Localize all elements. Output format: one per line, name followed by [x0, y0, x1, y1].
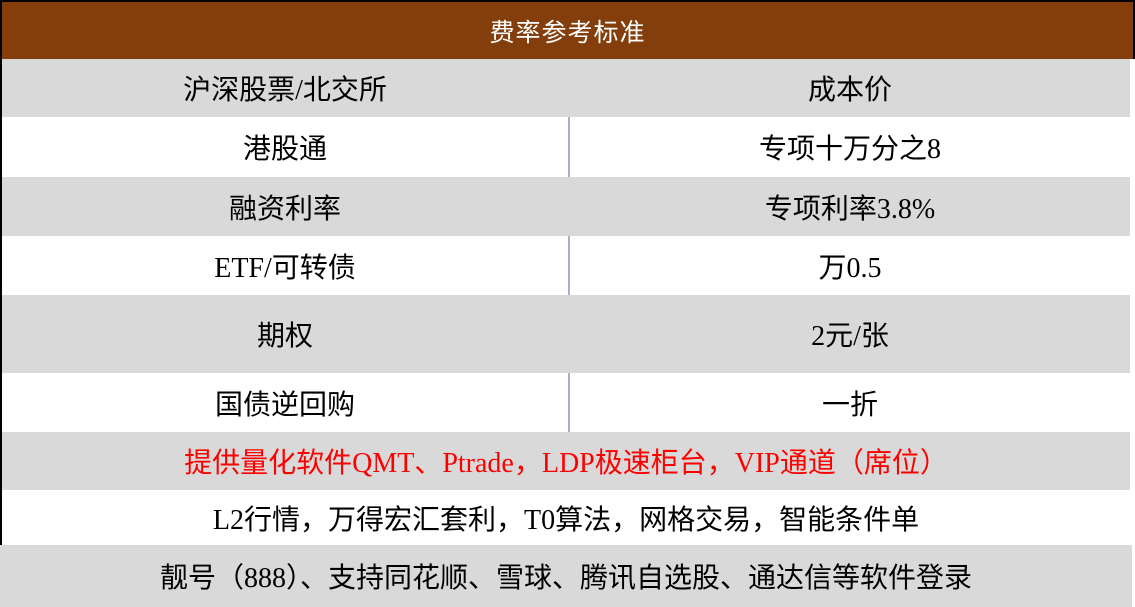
row-value: 专项利率3.8% [764, 193, 936, 225]
row-value: 一折 [568, 373, 1130, 432]
row-label: ETF/可转债 [214, 252, 356, 284]
table-row: 国债逆回购 一折 [0, 373, 1130, 432]
note-row-account-login: 靓号（888）、支持同花顺、雪球、腾讯自选股、通达信等软件登录 [0, 545, 1132, 607]
table-row: 港股通 专项十万分之8 [0, 117, 1130, 177]
note-row-features: L2行情，万得宏汇套利，T0算法，网格交易，智能条件单 [0, 490, 1130, 545]
row-label: 国债逆回购 [214, 389, 355, 421]
row-value: 2元/张 [811, 321, 889, 352]
row-value: 成本价 [807, 75, 892, 106]
row-label: 期权 [256, 321, 313, 352]
table-row: ETF/可转债 万0.5 [0, 236, 1130, 295]
table-row: 融资利率 专项利率3.8% [0, 177, 1130, 236]
row-label: 融资利率 [228, 193, 341, 225]
table-title: 费率参考标准 [489, 19, 646, 47]
table-title-row: 费率参考标准 [0, 2, 1135, 59]
table-row: 沪深股票/北交所 成本价 [0, 59, 1130, 117]
table-row: 期权 2元/张 [0, 295, 1130, 373]
note-row-software-highlight: 提供量化软件QMT、Ptrade，LDP极速柜台，VIP通道（席位） [0, 432, 1130, 490]
row-value: 万0.5 [568, 236, 1130, 295]
row-value: 专项十万分之8 [568, 117, 1130, 177]
row-label: 港股通 [242, 134, 327, 165]
row-label: 沪深股票/北交所 [183, 75, 387, 106]
